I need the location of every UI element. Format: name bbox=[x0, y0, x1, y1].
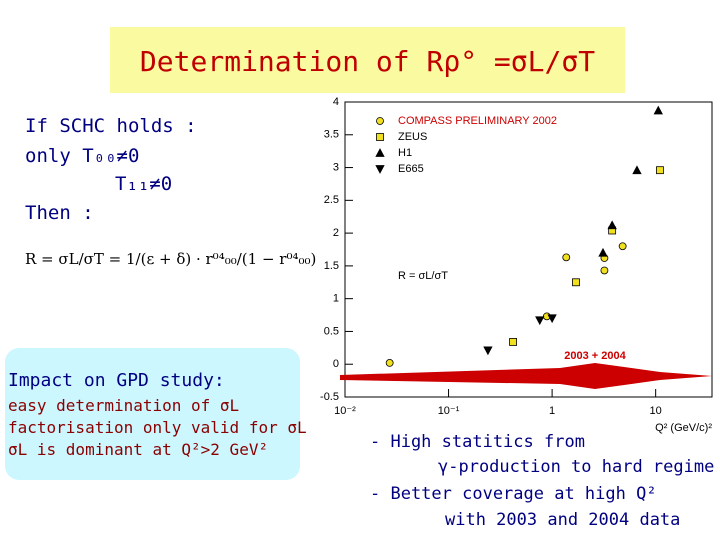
data-point bbox=[600, 266, 609, 275]
legend-marker bbox=[375, 148, 385, 157]
text-line: If SCHC holds : bbox=[25, 115, 197, 137]
text-line: with 2003 and 2004 data bbox=[445, 510, 681, 530]
data-point bbox=[385, 359, 394, 367]
data-point bbox=[572, 278, 580, 287]
title-box: Determination of Rρ° =σL/σT bbox=[110, 27, 625, 93]
data-point bbox=[535, 316, 545, 326]
legend-label: H1 bbox=[398, 147, 412, 159]
arrow-band bbox=[340, 363, 712, 389]
text-line: Then : bbox=[25, 202, 94, 224]
x-tick-label: 10 bbox=[650, 405, 662, 417]
legend-label: E665 bbox=[398, 163, 424, 175]
data-point bbox=[656, 166, 664, 175]
impact-title: Impact on GPD study: bbox=[8, 370, 225, 391]
legend-label: ZEUS bbox=[398, 131, 427, 143]
data-point bbox=[562, 253, 571, 262]
x-tick-label: 1 bbox=[549, 405, 555, 417]
x-tick-label: 10⁻² bbox=[334, 405, 356, 417]
y-tick-label: 0 bbox=[333, 358, 339, 370]
formula: R = σL/σT = 1/(ε + δ) · r⁰⁴₀₀/(1 − r⁰⁴₀₀… bbox=[25, 250, 317, 268]
impact-box: Impact on GPD study: easy determination … bbox=[5, 348, 307, 480]
y-tick-label: 1 bbox=[333, 293, 339, 305]
data-point bbox=[483, 346, 493, 356]
legend-marker bbox=[375, 165, 385, 174]
text-line: factorisation only valid for σL bbox=[8, 418, 307, 437]
text-line: - High statitics from bbox=[370, 432, 585, 452]
data-point bbox=[509, 338, 517, 346]
y-tick-label: 3.5 bbox=[324, 129, 339, 141]
annotation: 2003 + 2004 bbox=[564, 350, 626, 362]
x-axis-label: Q² (GeV/c)² bbox=[655, 422, 712, 434]
data-point bbox=[547, 314, 557, 324]
y-tick-label: 4 bbox=[333, 96, 339, 108]
text-line: - Better coverage at high Q² bbox=[370, 484, 657, 504]
y-tick-label: 3 bbox=[333, 161, 339, 173]
text-line: σL is dominant at Q²>2 GeV² bbox=[8, 440, 269, 459]
plot-frame bbox=[344, 101, 713, 398]
legend-marker bbox=[376, 133, 384, 141]
data-point bbox=[607, 220, 617, 230]
data-point bbox=[598, 247, 608, 257]
data-point bbox=[632, 165, 642, 175]
y-tick-label: 1.5 bbox=[324, 260, 339, 272]
y-tick-label: 2 bbox=[333, 227, 339, 239]
y-tick-label: -0.5 bbox=[320, 391, 339, 403]
y-tick-label: 2.5 bbox=[324, 194, 339, 206]
legend-label: COMPASS PRELIMINARY 2002 bbox=[398, 115, 557, 127]
text-line: γ-production to hard regime bbox=[438, 457, 715, 477]
text-line: only T₀₀≠0 bbox=[25, 145, 140, 167]
y-tick-label: 0.5 bbox=[324, 325, 339, 337]
data-point bbox=[618, 242, 627, 251]
annotation: R = σL/σT bbox=[398, 270, 448, 282]
text-line: easy determination of σL bbox=[8, 396, 240, 415]
x-tick-label: 10⁻¹ bbox=[438, 405, 460, 417]
legend-marker bbox=[376, 117, 384, 125]
text-line: T₁₁≠0 bbox=[115, 173, 173, 195]
title: Determination of Rρ° =σL/σT bbox=[139, 45, 596, 78]
data-point bbox=[653, 105, 663, 115]
